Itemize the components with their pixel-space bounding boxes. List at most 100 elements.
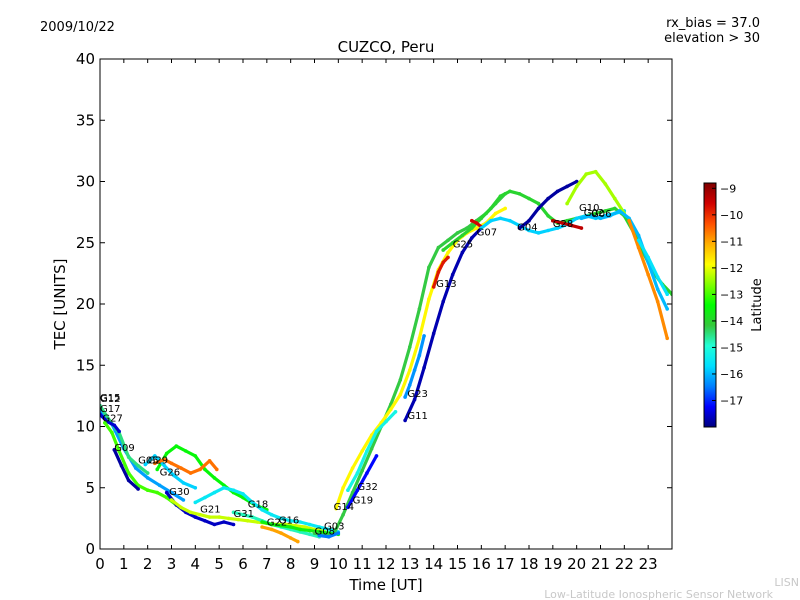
data-point-G23-2 — [412, 368, 417, 372]
x-tick-label: 11 — [353, 555, 372, 573]
data-point-G30-6 — [222, 520, 226, 524]
series-line-G06 — [627, 219, 669, 340]
data-point-G23-4 — [422, 334, 426, 338]
satellite-label-G17: G17 — [100, 404, 120, 415]
data-point-G15-3 — [126, 455, 131, 459]
series-G29 — [153, 457, 219, 475]
series-G05 — [143, 454, 198, 490]
data-point-G11-1 — [412, 397, 417, 402]
y-tick-label: 35 — [76, 111, 95, 129]
data-point-G22-0 — [260, 525, 264, 529]
data-point-G03-12 — [427, 265, 431, 270]
data-point-G06-3 — [655, 299, 660, 304]
data-point-G10-4 — [555, 189, 560, 194]
series-G22 — [260, 525, 300, 544]
data-point-G16-3 — [288, 525, 293, 529]
y-axis-label: TEC [UNITS] — [51, 259, 69, 351]
x-tick-label: 15 — [448, 555, 467, 573]
data-point-G25-8 — [517, 192, 522, 196]
data-point-G24-0 — [636, 238, 641, 243]
data-point-G10-hi-5 — [613, 196, 617, 201]
colorbar-tick-label: −16 — [720, 368, 743, 381]
x-tick-label: 20 — [567, 555, 586, 573]
satellite-label-G16: G16 — [279, 515, 299, 526]
data-point-G21-0 — [169, 498, 174, 502]
satellite-label-G31: G31 — [234, 509, 254, 520]
data-point-G06-4 — [665, 336, 669, 341]
satellite-label-G18: G18 — [248, 499, 268, 510]
satellite-label-G09: G09 — [114, 443, 134, 454]
data-point-G31-7 — [260, 508, 264, 512]
data-point-G15-4 — [136, 463, 140, 468]
series-line-G23 — [403, 334, 426, 399]
colorbar-tick-label: −10 — [720, 209, 743, 222]
data-point-G26-0 — [155, 467, 159, 472]
data-point-G25-6 — [498, 194, 503, 198]
data-point-G12-4 — [145, 476, 150, 480]
data-point-G11-7 — [470, 236, 474, 240]
data-point-G25-13 — [565, 218, 569, 223]
data-point-G02-8 — [655, 287, 660, 292]
x-tick-label: 19 — [543, 555, 562, 573]
data-point-G31-13 — [317, 525, 322, 529]
data-point-G31-6 — [250, 500, 255, 505]
data-point-G16-0 — [260, 520, 264, 524]
data-point-G24-2 — [655, 275, 660, 279]
data-point-G10-hi-3 — [593, 169, 598, 174]
data-point-G07-0 — [470, 218, 474, 223]
data-point-G13-2 — [441, 260, 446, 265]
data-point-G21-4 — [207, 515, 212, 519]
data-point-G05-0 — [143, 462, 148, 467]
data-point-G03-9 — [398, 378, 403, 382]
y-tick-label: 25 — [76, 234, 95, 252]
data-point-G03-11 — [417, 307, 422, 311]
data-point-G25-5 — [489, 206, 493, 211]
data-point-G32-0 — [346, 488, 350, 493]
colorbar-tick-label: −11 — [720, 235, 743, 248]
series-line-G02 — [579, 209, 669, 311]
x-tick-label: 23 — [639, 555, 658, 573]
satellite-label-G27: G27 — [102, 414, 122, 425]
data-point-G04-5 — [527, 228, 531, 233]
data-point-G26-4 — [193, 454, 198, 458]
data-point-G02-3 — [608, 214, 612, 218]
data-point-G03-4 — [350, 490, 355, 495]
chart-title: CUZCO, Peru — [338, 38, 435, 56]
data-point-G18-8 — [307, 532, 312, 537]
data-point-G23-1 — [408, 383, 412, 387]
series-G17 — [100, 412, 121, 434]
data-point-G07-1 — [474, 221, 479, 225]
data-point-G03-13 — [436, 245, 441, 250]
x-tick-label: 8 — [286, 555, 296, 573]
data-point-G03-14 — [446, 238, 450, 243]
series-line-G28 — [551, 219, 584, 230]
data-point-G27-0 — [103, 421, 107, 425]
data-point-G32-2 — [365, 449, 369, 453]
data-point-G31-10 — [288, 519, 293, 523]
series-line-G32 — [346, 410, 398, 492]
series-G02 — [579, 209, 669, 311]
series-line-G17 — [100, 412, 121, 433]
satellite-label-G22: G22 — [267, 518, 287, 529]
satellite-label-G29: G29 — [148, 455, 168, 466]
data-point-G04-10 — [574, 216, 579, 221]
data-point-G13-0 — [431, 285, 436, 289]
data-point-G03-15 — [455, 231, 460, 235]
x-tick-label: 10 — [329, 555, 348, 573]
series-G27 — [103, 421, 179, 507]
satellite-label-G11: G11 — [407, 411, 427, 422]
data-point-G31-14 — [327, 527, 331, 532]
data-point-G31-1 — [203, 495, 207, 500]
data-point-G26-1 — [164, 451, 169, 456]
data-point-G08-1 — [327, 535, 331, 539]
data-point-G22-3 — [288, 536, 293, 540]
data-point-G10-0 — [517, 226, 522, 230]
data-point-G10-1 — [527, 218, 531, 223]
data-point-G31-4 — [231, 488, 236, 493]
data-point-G05-1 — [153, 454, 157, 458]
data-point-G05-2 — [162, 463, 167, 468]
data-point-G24-1 — [646, 255, 650, 260]
data-point-G14-18 — [503, 206, 508, 211]
satellite-label-G23: G23 — [407, 389, 427, 400]
satellite-label-G21: G21 — [200, 504, 220, 515]
